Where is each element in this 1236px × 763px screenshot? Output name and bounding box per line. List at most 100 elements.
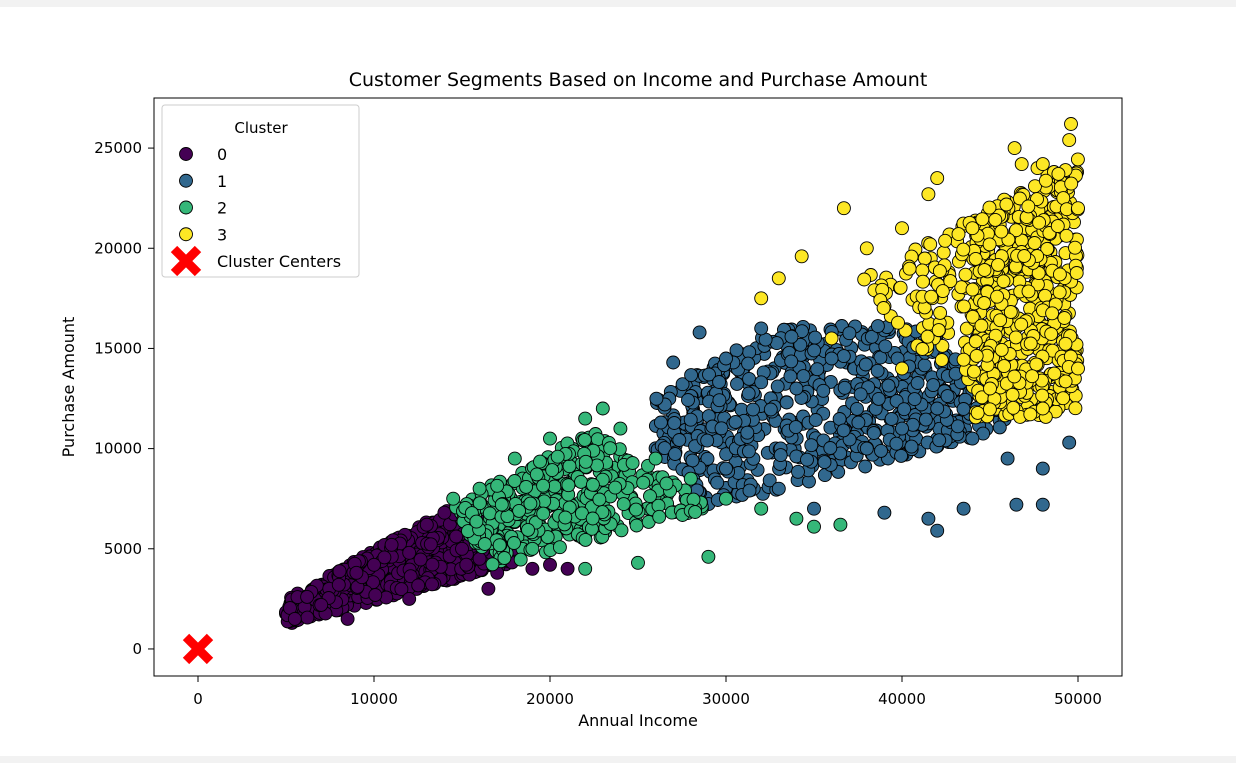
cluster-2-point bbox=[614, 523, 629, 538]
cluster-3-point bbox=[967, 364, 981, 379]
cluster-1-point bbox=[807, 501, 821, 516]
cluster-3-point bbox=[1068, 240, 1082, 255]
legend-box bbox=[161, 104, 360, 278]
figure: Customer Segments Based on Income and Pu… bbox=[0, 7, 1236, 756]
cluster-2-point bbox=[525, 541, 540, 556]
cluster-2-point bbox=[625, 456, 640, 470]
cluster-3-point bbox=[983, 381, 997, 396]
cluster-1-point bbox=[808, 330, 823, 345]
cluster-2-point bbox=[482, 506, 497, 521]
cluster-1-point bbox=[810, 362, 825, 377]
cluster-3-point bbox=[1029, 357, 1044, 372]
cluster-3-point bbox=[982, 402, 997, 417]
y-axis-label: Purchase Amount bbox=[59, 317, 78, 458]
cluster-0-point bbox=[423, 537, 438, 552]
cluster-1-point bbox=[740, 425, 755, 440]
cluster-3-point bbox=[1009, 223, 1024, 238]
cluster-3-point bbox=[891, 315, 905, 330]
cluster-1-point bbox=[793, 337, 808, 352]
cluster-2-point bbox=[578, 532, 593, 547]
cluster-2-point bbox=[550, 449, 565, 464]
cluster-1-point bbox=[817, 455, 832, 470]
cluster-2-point bbox=[507, 474, 522, 488]
cluster-2-point bbox=[631, 555, 645, 570]
y-axis: 0 5000 10000 15000 20000 25000 bbox=[94, 139, 154, 658]
cluster-3-point bbox=[951, 227, 966, 242]
cluster-3-point bbox=[930, 171, 945, 186]
cluster-1-point bbox=[870, 363, 885, 378]
cluster-1-point bbox=[771, 481, 786, 496]
cluster-1-point bbox=[783, 369, 798, 384]
legend: Cluster 0 1 2 3 Cluster Centers bbox=[161, 104, 360, 278]
legend-entry: 1 bbox=[179, 172, 227, 191]
cluster-3-point bbox=[1006, 400, 1021, 415]
cluster-0-point bbox=[384, 537, 399, 552]
cluster-3-point bbox=[1045, 306, 1060, 321]
cluster-1-point bbox=[685, 453, 700, 468]
x-tick-label: 0 bbox=[193, 690, 203, 708]
cluster-1-point bbox=[932, 433, 947, 448]
cluster-2-point bbox=[578, 561, 593, 576]
cluster-2-point bbox=[492, 538, 507, 553]
cluster-3-point bbox=[1062, 133, 1077, 148]
cluster-0-point bbox=[287, 611, 302, 626]
cluster-2-point bbox=[512, 503, 527, 518]
cluster-3-point bbox=[931, 323, 946, 338]
cluster-1-point bbox=[992, 420, 1007, 435]
cluster-3-point bbox=[1057, 311, 1072, 325]
cluster-3-point bbox=[1064, 117, 1078, 131]
cluster-3-point bbox=[988, 212, 1003, 227]
cluster-0-point bbox=[437, 505, 452, 520]
cluster-2-point bbox=[561, 478, 576, 493]
cluster-1-point bbox=[907, 392, 922, 407]
cluster-1-point bbox=[824, 351, 839, 366]
legend-label: 2 bbox=[217, 199, 227, 218]
cluster-1-point bbox=[950, 419, 965, 434]
cluster-0-point bbox=[455, 541, 469, 556]
cluster-3-point bbox=[1069, 266, 1084, 280]
cluster-1-point bbox=[729, 343, 744, 358]
cluster-2-point bbox=[490, 478, 505, 493]
cluster-2-point bbox=[629, 502, 643, 517]
cluster-3-point bbox=[1056, 391, 1071, 406]
cluster-2-point bbox=[603, 441, 618, 456]
cluster-2-point bbox=[592, 492, 607, 507]
cluster-1-point bbox=[719, 461, 733, 476]
cluster-2-point bbox=[648, 451, 663, 466]
cluster-3-point bbox=[1025, 369, 1040, 384]
cluster-1-point bbox=[926, 378, 941, 393]
cluster-1-point bbox=[956, 501, 971, 516]
cluster-1-point bbox=[702, 367, 716, 382]
legend-label: 0 bbox=[217, 145, 227, 164]
cluster-3-point bbox=[915, 342, 930, 356]
cluster-1-point bbox=[895, 421, 909, 436]
cluster-1-point bbox=[1062, 435, 1077, 450]
cluster-3-point bbox=[982, 237, 997, 252]
cluster-1-point bbox=[714, 421, 729, 436]
x-tick-label: 20000 bbox=[526, 690, 574, 708]
cluster-2-point bbox=[523, 496, 538, 511]
cluster-1-point bbox=[864, 329, 879, 344]
cluster-3-point bbox=[990, 289, 1005, 304]
x-tick-label: 30000 bbox=[702, 690, 750, 708]
cluster-3-point bbox=[771, 271, 786, 286]
cluster-1-point bbox=[668, 447, 683, 461]
cluster-0-point bbox=[560, 561, 575, 576]
cluster-1-point bbox=[1035, 461, 1050, 476]
cluster-2-point bbox=[536, 506, 551, 521]
cluster-0-point bbox=[419, 517, 434, 532]
legend-entry: 0 bbox=[179, 145, 227, 164]
cluster-0-point bbox=[300, 610, 315, 625]
cluster-3-point bbox=[824, 331, 839, 346]
cluster-3-point bbox=[974, 318, 989, 333]
cluster-3-point bbox=[1070, 152, 1085, 167]
cluster-1-point bbox=[789, 381, 804, 396]
cluster-2-point bbox=[754, 501, 769, 516]
cluster-1-point bbox=[878, 339, 893, 354]
cluster-1-point bbox=[754, 321, 769, 336]
cluster-2-point bbox=[519, 479, 534, 494]
cluster-1-point bbox=[719, 351, 733, 366]
cluster-1-point bbox=[837, 380, 852, 395]
cluster-0-point bbox=[300, 589, 315, 604]
cluster-1-point bbox=[836, 349, 851, 364]
